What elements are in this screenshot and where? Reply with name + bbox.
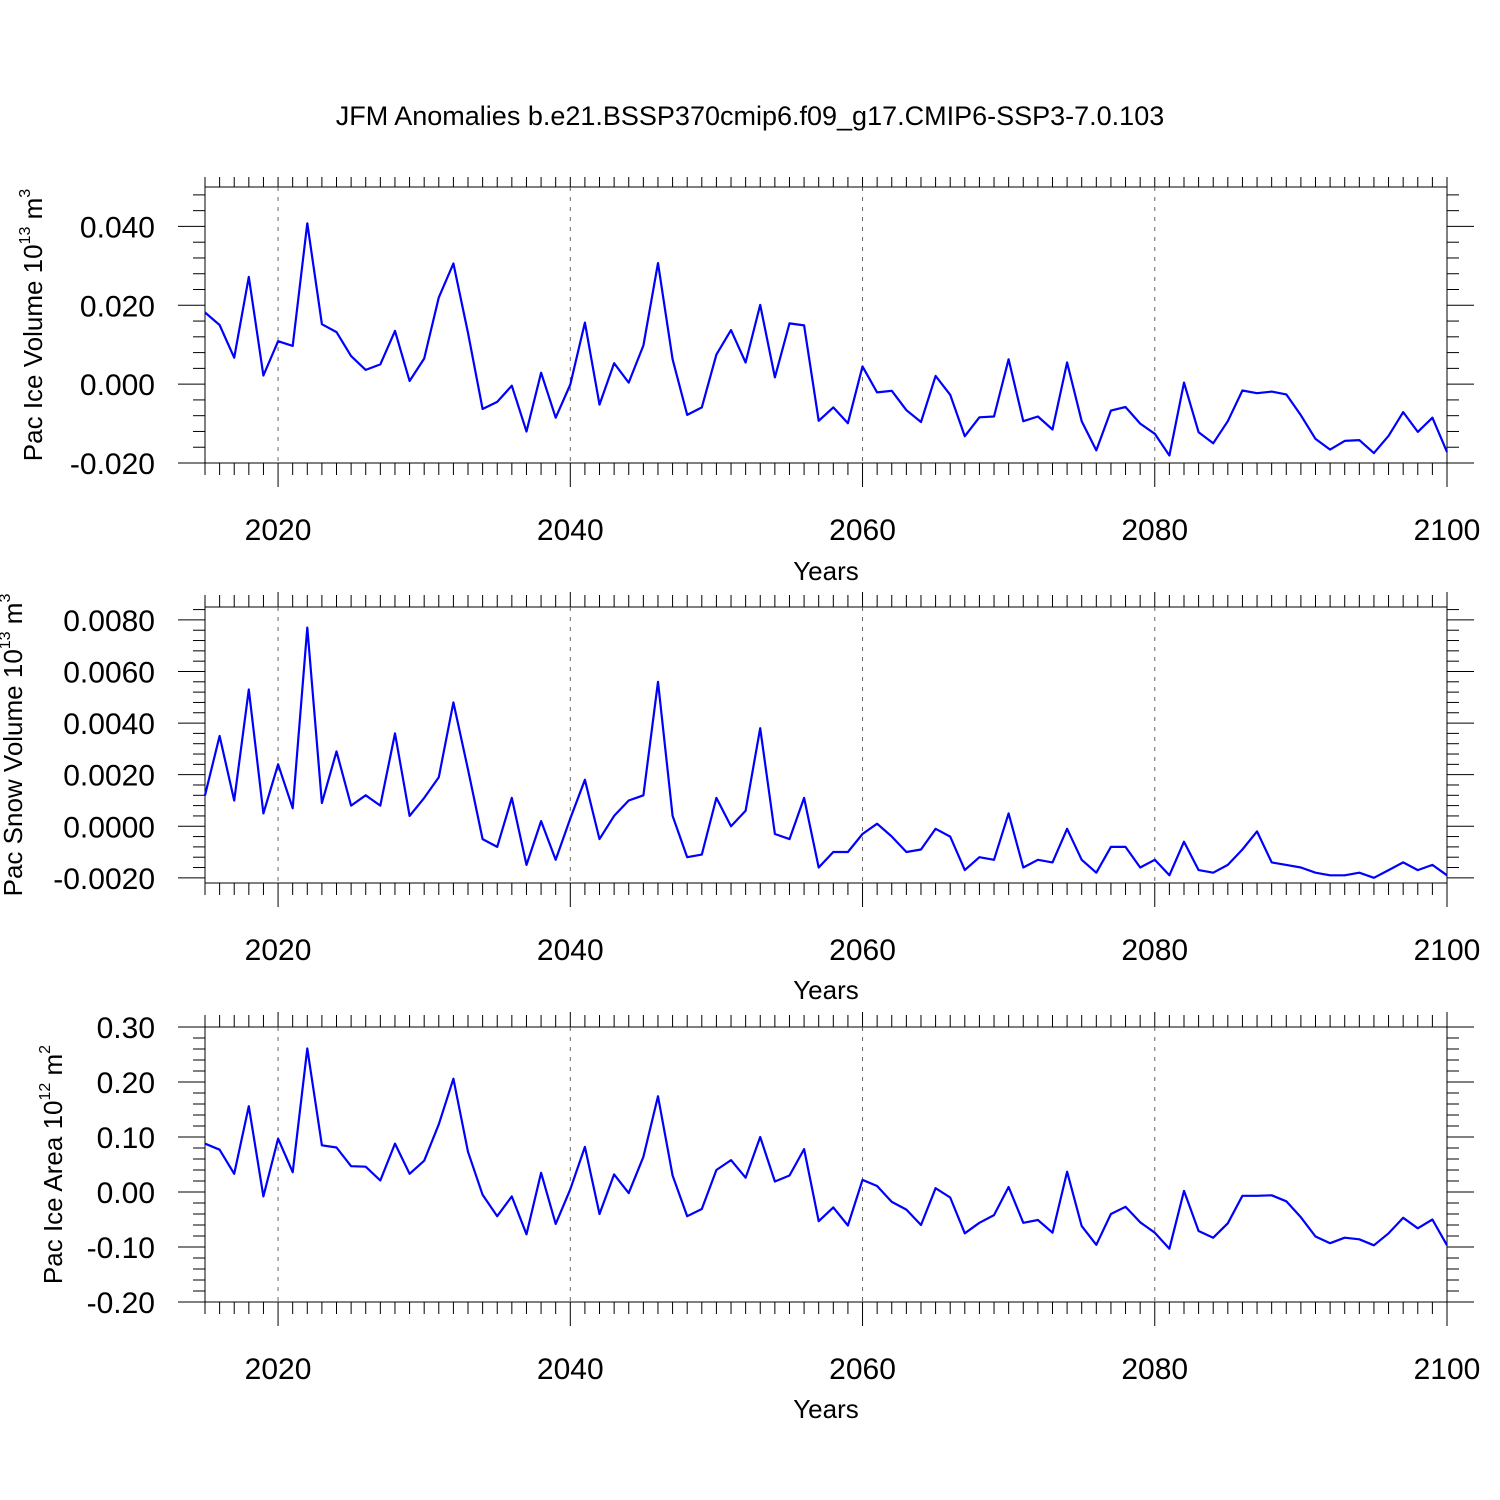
y-axis-title-main: Pac Snow Volume 10: [0, 649, 28, 896]
series-line-1: [204, 1047, 1448, 1250]
x-tick-label: 2040: [537, 1353, 604, 1386]
y-tick-label: 0.20: [97, 1067, 155, 1100]
y-tick-label: 0.00: [97, 1177, 155, 1210]
series-line-1: [203, 626, 1448, 879]
chart-panel-2: -0.0020 0.0000 0.0020 0.0040 0.0060 0.0080 202…: [0, 592, 1480, 1005]
figure-title: JFM Anomalies b.e21.BSSP370cmip6.f09_g17…: [336, 101, 1164, 131]
y-tick-label: 0.0040: [63, 708, 155, 741]
y-axis-title-unit-exponent: 3: [0, 594, 14, 603]
x-tick-label: 2080: [1121, 934, 1188, 967]
x-tick-label: 2080: [1121, 514, 1188, 547]
y-tick-label: -0.020: [70, 448, 155, 481]
y-axis-title-exponent: 12: [37, 1083, 54, 1101]
y-tick-label: 0.0080: [63, 605, 155, 638]
y-axis-title-unit-exponent: 2: [37, 1045, 54, 1054]
panels: -0.020 0.000 0.020 0.040 2020 2040 2060 2080 210…: [0, 177, 1480, 1424]
y-axis-title-exponent: 13: [0, 631, 14, 649]
y-axis-title-unit: m: [38, 1054, 68, 1083]
plot-frame: [204, 186, 1448, 464]
y-tick-label: 0.040: [80, 211, 155, 244]
chart-panel-3: -0.20 -0.10 0.00 0.10 0.20 0.30 2020 2040 2060 20…: [37, 1012, 1480, 1424]
x-tick-label: 2080: [1121, 1353, 1188, 1386]
x-tick-label: 2060: [829, 934, 896, 967]
y-axis-title-main: Pac Ice Volume 10: [18, 244, 48, 461]
y-tick-label: -0.20: [87, 1287, 155, 1320]
x-tick-label: 2060: [829, 1353, 896, 1386]
y-axis-title-unit-exponent: 3: [17, 189, 34, 198]
chart-panel-1: -0.020 0.000 0.020 0.040 2020 2040 2060 2080 210…: [17, 177, 1480, 586]
y-tick-label: 0.10: [97, 1122, 155, 1155]
x-axis-title: Years: [793, 1394, 859, 1424]
y-tick-label: -0.10: [87, 1232, 155, 1265]
y-axis-title-main: Pac Ice Area 10: [38, 1101, 68, 1285]
x-tick-label: 2100: [1414, 934, 1481, 967]
x-tick-label: 2060: [829, 514, 896, 547]
x-tick-label: 2040: [537, 514, 604, 547]
y-axis-title: Pac Snow Volume 1013 m3: [0, 594, 28, 897]
y-tick-label: 0.0020: [63, 760, 155, 793]
y-tick-label: 0.30: [97, 1012, 155, 1045]
x-tick-label: 2020: [245, 1353, 312, 1386]
plot-frame: [204, 606, 1448, 884]
y-axis-title-exponent: 13: [17, 226, 34, 244]
x-axis-title: Years: [793, 975, 859, 1005]
x-tick-label: 2040: [537, 934, 604, 967]
y-axis-title: Pac Ice Area 1012 m2: [37, 1045, 68, 1284]
plot-frame: [204, 1026, 1448, 1303]
x-tick-label: 2020: [245, 934, 312, 967]
y-axis-title: Pac Ice Volume 1013 m3: [17, 189, 48, 462]
y-tick-label: 0.000: [80, 369, 155, 402]
y-tick-label: 0.020: [80, 290, 155, 323]
y-tick-label: 0.0000: [63, 811, 155, 844]
x-tick-label: 2100: [1414, 1353, 1481, 1386]
x-tick-label: 2100: [1414, 514, 1481, 547]
y-tick-label: 0.0060: [63, 656, 155, 689]
y-axis-title-unit: m: [0, 603, 28, 632]
x-axis-title: Years: [793, 556, 859, 586]
series-line-1: [204, 222, 1449, 457]
y-axis-title-unit: m: [18, 198, 48, 227]
x-tick-label: 2020: [245, 514, 312, 547]
y-tick-label: -0.0020: [53, 863, 155, 896]
